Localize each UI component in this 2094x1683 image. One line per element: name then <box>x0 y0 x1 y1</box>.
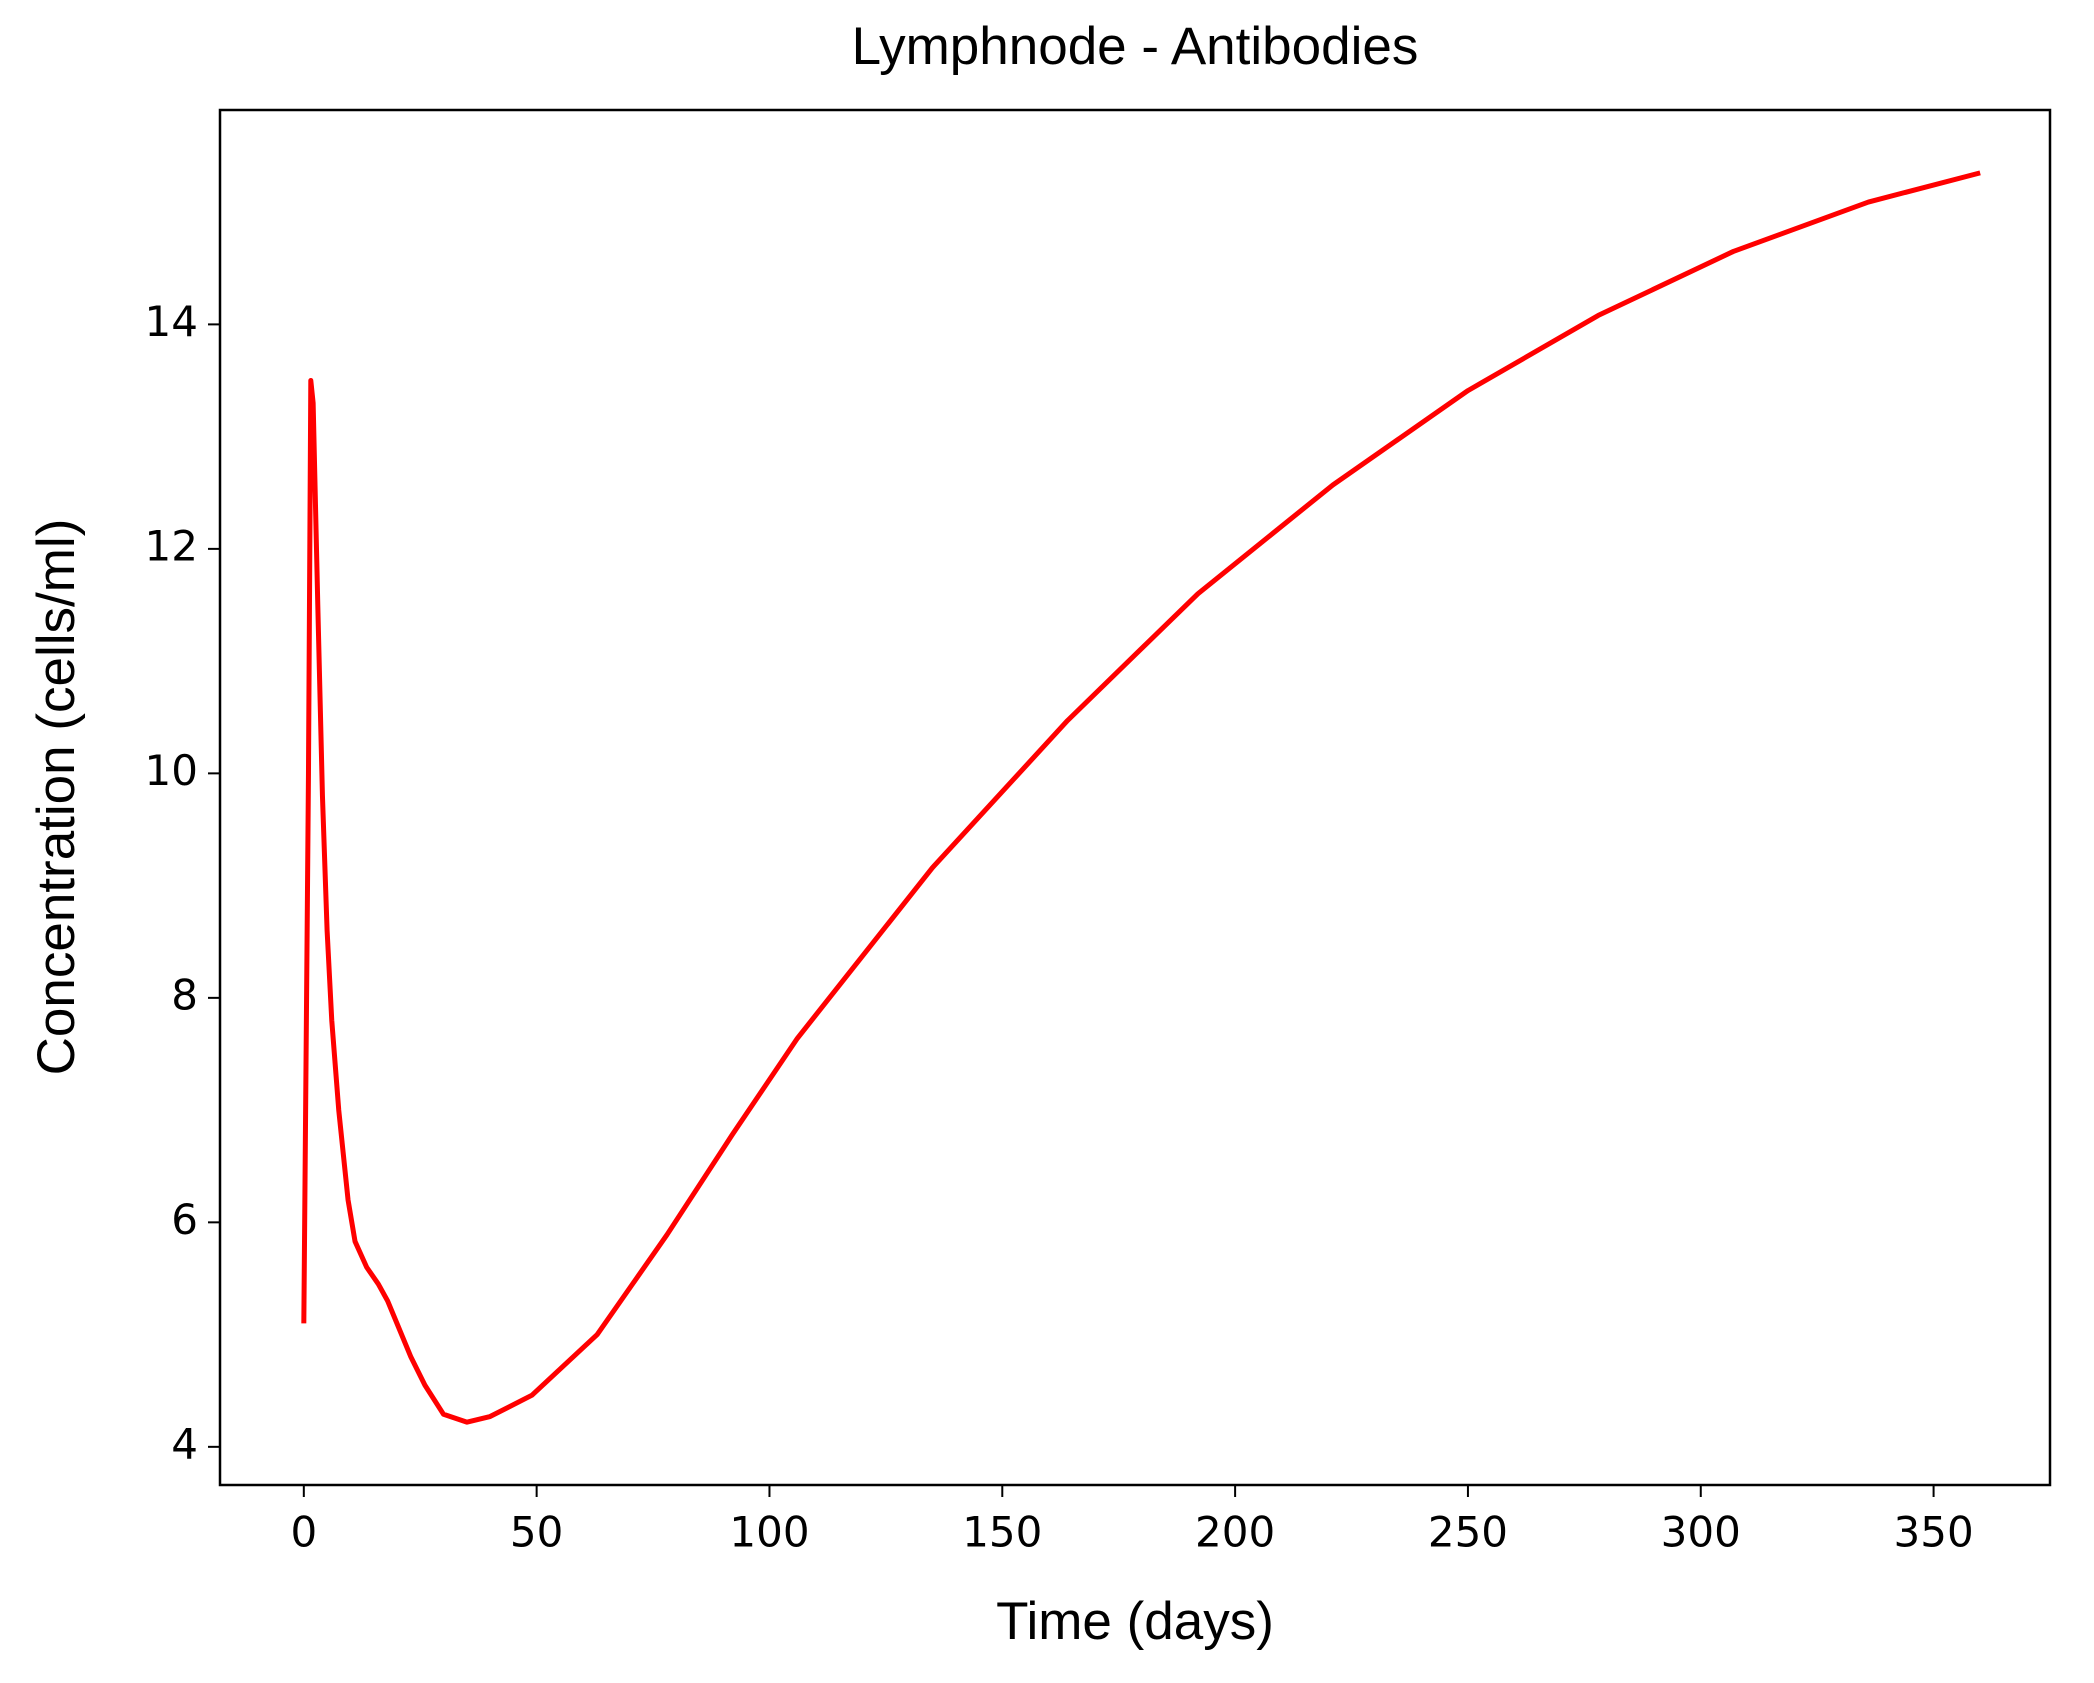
y-tick-label: 12 <box>145 521 198 570</box>
y-axis-label: Concentration (cells/ml) <box>27 519 86 1076</box>
x-tick-label: 0 <box>290 1508 317 1557</box>
plot-frame <box>218 108 2052 1487</box>
y-tick-label: 8 <box>171 970 198 1019</box>
x-tick-label: 300 <box>1661 1508 1741 1557</box>
y-tick-label: 6 <box>171 1195 198 1244</box>
x-tick-label: 50 <box>510 1508 563 1557</box>
y-tick-label: 14 <box>145 297 198 346</box>
x-tick-label: 200 <box>1195 1508 1275 1557</box>
line-series <box>301 170 1981 1425</box>
x-tick-label: 100 <box>729 1508 809 1557</box>
x-tick-label: 350 <box>1894 1508 1974 1557</box>
x-tick-label: 250 <box>1428 1508 1508 1557</box>
x-axis-label: Time (days) <box>996 1592 1274 1651</box>
chart-title: Lymphnode - Antibodies <box>852 17 1419 76</box>
y-tick-label: 10 <box>145 746 198 795</box>
y-tick-label: 4 <box>171 1419 198 1468</box>
x-tick-label: 150 <box>962 1508 1042 1557</box>
